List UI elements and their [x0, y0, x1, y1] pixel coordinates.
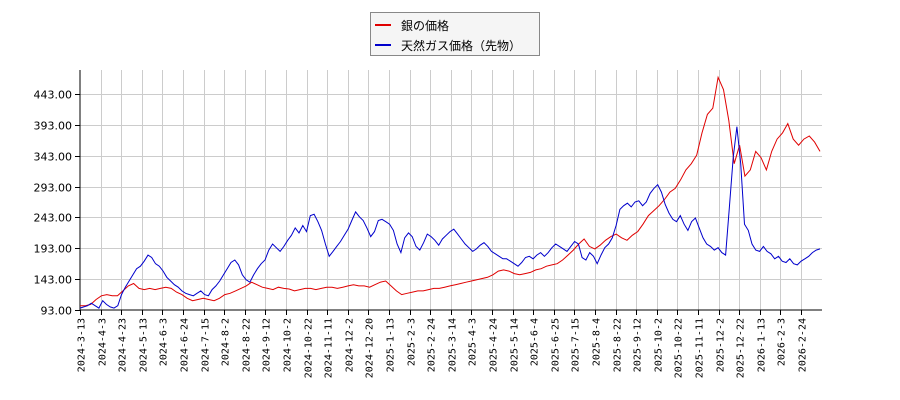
x-tick-label: 2024-10-22: [304, 318, 315, 378]
x-tick-label: 2024-4-3: [98, 318, 109, 366]
y-tick-label: 243.00: [34, 212, 73, 225]
x-tick-label: 2025-12-2: [716, 318, 727, 372]
y-tick-label: 93.00: [41, 305, 73, 318]
x-tick-label: 2024-7-15: [201, 318, 212, 372]
series-line: [79, 126, 821, 309]
x-tick-label: 2025-9-12: [633, 318, 644, 372]
x-tick-label: 2025-8-4: [592, 318, 603, 366]
series-line: [80, 75, 821, 307]
data-series: [79, 75, 821, 309]
legend-swatch-silver: [375, 24, 391, 26]
x-tick-label: 2025-3-14: [448, 318, 459, 372]
x-tick-label: 2026-2-24: [798, 318, 809, 372]
x-tick-label: 2025-12-22: [736, 318, 747, 378]
legend-item-silver: 銀の価格: [371, 16, 449, 34]
x-tick-label: 2026-2-3: [777, 318, 788, 366]
x-tick-label: 2024-11-11: [324, 318, 335, 378]
y-tick-label: 293.00: [34, 182, 73, 195]
x-tick-label: 2024-12-20: [365, 318, 376, 378]
x-tick-label: 2026-1-13: [757, 318, 768, 372]
x-tick-label: 2025-4-24: [489, 318, 500, 372]
x-tick-label: 2025-10-2: [654, 318, 665, 372]
x-tick-label: 2025-2-24: [427, 318, 438, 372]
x-tick-label: 2025-5-14: [510, 318, 521, 372]
x-tick-label: 2025-4-3: [468, 318, 479, 366]
y-tick-label: 143.00: [34, 274, 73, 287]
x-tick-label: 2024-4-23: [118, 318, 129, 372]
x-axis-ticks: 2024-3-13 2024-4-3 2024-4-23 2024-5-13 2024-…: [77, 310, 809, 378]
y-tick-label: 193.00: [34, 243, 73, 256]
x-tick-label: 2024-5-13: [139, 318, 150, 372]
legend-item-natural-gas: 天然ガス価格（先物）: [371, 36, 521, 54]
x-tick-label: 2025-7-15: [571, 318, 582, 372]
x-tick-label: 2024-9-12: [262, 318, 273, 372]
x-tick-label: 2025-2-3: [407, 318, 418, 366]
x-tick-label: 2025-11-11: [695, 318, 706, 378]
x-tick-label: 2025-1-13: [386, 318, 397, 372]
x-tick-label: 2024-10-2: [283, 318, 294, 372]
x-tick-label: 2024-8-2: [221, 318, 232, 366]
x-tick-label: 2024-12-2: [345, 318, 356, 372]
x-tick-label: 2025-6-4: [530, 318, 541, 366]
legend-swatch-natural-gas: [375, 44, 391, 46]
grid-lines: [80, 70, 822, 310]
x-tick-label: 2024-6-24: [180, 318, 191, 372]
y-tick-label: 393.00: [34, 120, 73, 133]
y-axis-ticks: 93.00 143.00 193.00 243.00 293.00 343.00 393.0…: [34, 89, 80, 318]
x-tick-label: 2024-6-3: [159, 318, 170, 366]
legend-label-silver: 銀の価格: [401, 18, 450, 33]
y-tick-label: 343.00: [34, 151, 73, 164]
y-tick-label: 443.00: [34, 89, 73, 102]
x-tick-label: 2025-10-22: [674, 318, 685, 378]
x-tick-label: 2025-8-22: [613, 318, 624, 372]
legend: 銀の価格 天然ガス価格（先物）: [370, 12, 540, 56]
legend-label-natural-gas: 天然ガス価格（先物）: [401, 38, 522, 53]
x-tick-label: 2025-6-25: [551, 318, 562, 372]
x-tick-label: 2024-8-22: [242, 318, 253, 372]
x-tick-label: 2024-3-13: [77, 318, 88, 372]
